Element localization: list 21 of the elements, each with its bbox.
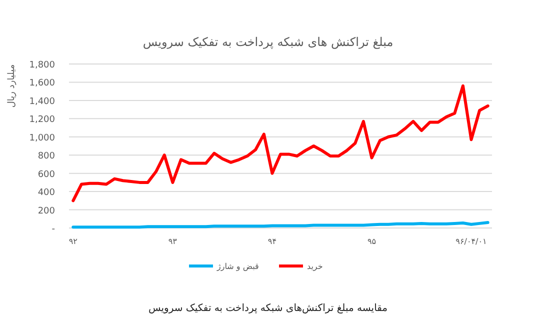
legend-label: خرید bbox=[307, 262, 323, 271]
legend-label: قبض و شارژ bbox=[216, 262, 260, 271]
y-axis-title: میلیارد ریال bbox=[7, 64, 17, 108]
y-tick-label: 800 bbox=[38, 152, 56, 162]
y-tick-label: 1,600 bbox=[29, 78, 56, 89]
y-tick-label: - bbox=[52, 224, 55, 234]
line-series bbox=[72, 84, 490, 202]
y-tick-label: 1,800 bbox=[29, 60, 56, 70]
y-tick-label: 1,200 bbox=[29, 115, 56, 126]
x-tick-label: ۹۲ bbox=[68, 237, 78, 246]
x-tick-label: ۹۵ bbox=[367, 237, 376, 246]
x-tick-label: ۹۴ bbox=[268, 237, 277, 246]
y-tick-label: 600 bbox=[38, 170, 56, 180]
y-tick-label: 200 bbox=[38, 206, 56, 216]
y-tick-label: 400 bbox=[38, 188, 56, 198]
y-tick-label: 1,000 bbox=[29, 133, 56, 144]
x-tick-label: ۹۶/۰۴/۰۱ bbox=[456, 237, 487, 246]
y-tick-label: 1,400 bbox=[29, 96, 56, 107]
chart-title: مبلغ تراکنش های شبکه پرداخت به تفکیک سرویس bbox=[142, 35, 394, 49]
text: مقایسه مبلغ تراکنش‌های شبکه پرداخت به تفکیک سرویس bbox=[148, 303, 388, 314]
x-tick-label: ۹۳ bbox=[168, 237, 178, 246]
